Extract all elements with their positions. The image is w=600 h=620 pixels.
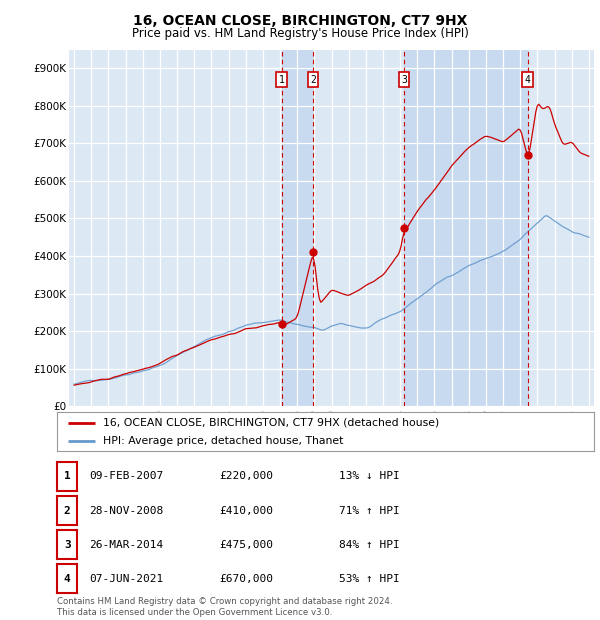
Bar xyxy=(282,50,313,406)
Text: £220,000: £220,000 xyxy=(219,471,273,482)
Text: Contains HM Land Registry data © Crown copyright and database right 2024.
This d: Contains HM Land Registry data © Crown c… xyxy=(57,598,392,617)
Text: 09-FEB-2007: 09-FEB-2007 xyxy=(89,471,163,482)
Text: 13% ↓ HPI: 13% ↓ HPI xyxy=(339,471,400,482)
Text: 3: 3 xyxy=(401,74,407,84)
Text: 71% ↑ HPI: 71% ↑ HPI xyxy=(339,505,400,516)
Text: 84% ↑ HPI: 84% ↑ HPI xyxy=(339,539,400,550)
Text: £410,000: £410,000 xyxy=(219,505,273,516)
Text: 26-MAR-2014: 26-MAR-2014 xyxy=(89,539,163,550)
Text: 16, OCEAN CLOSE, BIRCHINGTON, CT7 9HX (detached house): 16, OCEAN CLOSE, BIRCHINGTON, CT7 9HX (d… xyxy=(103,418,439,428)
Text: 28-NOV-2008: 28-NOV-2008 xyxy=(89,505,163,516)
Text: 16, OCEAN CLOSE, BIRCHINGTON, CT7 9HX: 16, OCEAN CLOSE, BIRCHINGTON, CT7 9HX xyxy=(133,14,467,28)
Text: £475,000: £475,000 xyxy=(219,539,273,550)
Bar xyxy=(404,50,527,406)
Text: 4: 4 xyxy=(524,74,530,84)
Text: 4: 4 xyxy=(64,574,71,584)
Text: HPI: Average price, detached house, Thanet: HPI: Average price, detached house, Than… xyxy=(103,436,343,446)
Text: Price paid vs. HM Land Registry's House Price Index (HPI): Price paid vs. HM Land Registry's House … xyxy=(131,27,469,40)
Text: 1: 1 xyxy=(64,471,71,482)
Text: 2: 2 xyxy=(64,505,71,516)
Text: 2: 2 xyxy=(310,74,316,84)
Text: 07-JUN-2021: 07-JUN-2021 xyxy=(89,574,163,584)
Text: 1: 1 xyxy=(279,74,284,84)
Text: 3: 3 xyxy=(64,539,71,550)
Text: 53% ↑ HPI: 53% ↑ HPI xyxy=(339,574,400,584)
Text: £670,000: £670,000 xyxy=(219,574,273,584)
